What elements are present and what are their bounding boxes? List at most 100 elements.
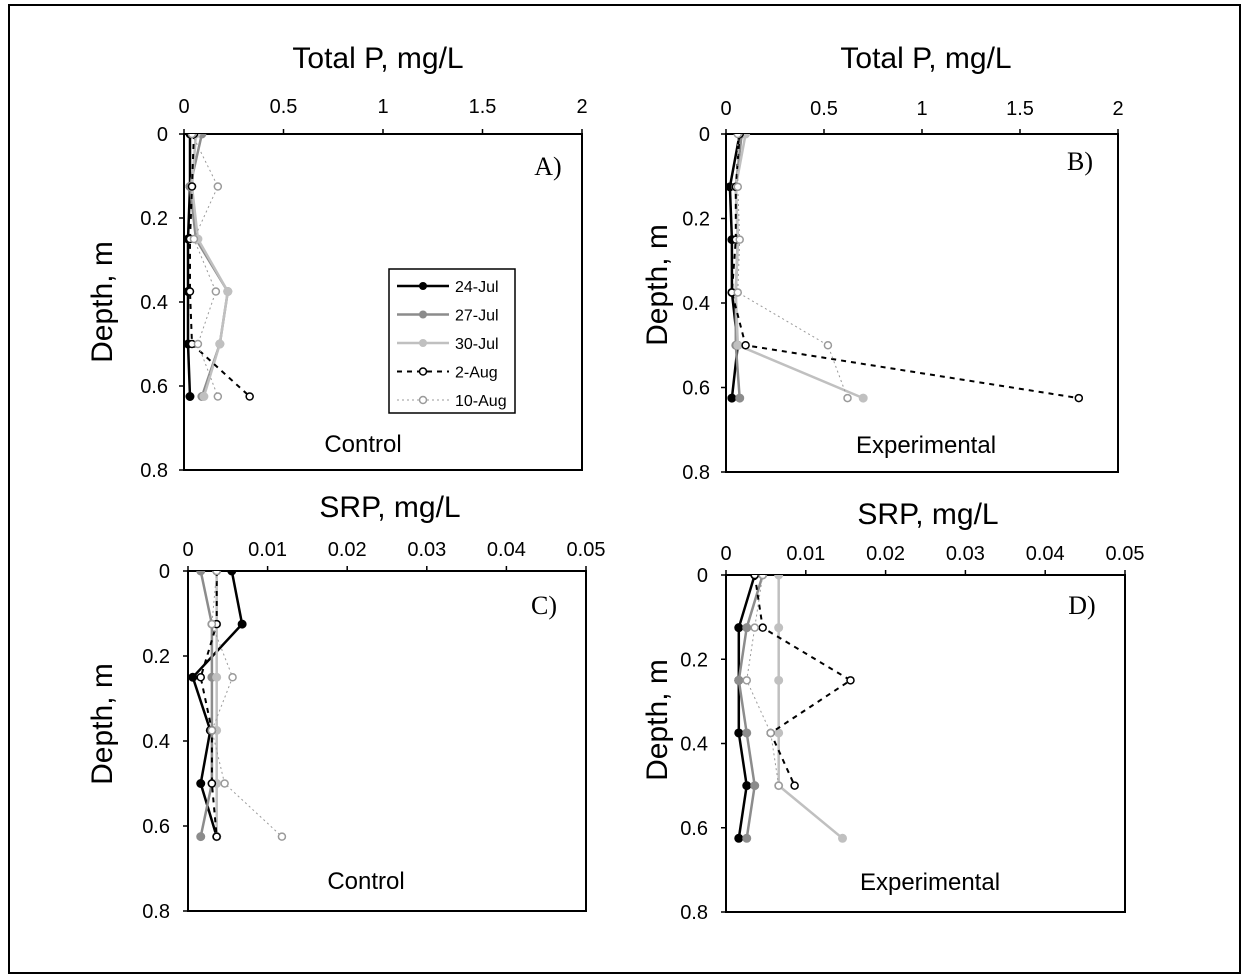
panel-d: SRP, mg/L 0 0.01 0.02 0.03 0.04 0.05 0 0.2 0.4 0.6…	[641, 498, 1144, 924]
data-point-27-jul	[750, 781, 760, 791]
data-point-10-aug	[193, 339, 203, 349]
series-line-10-aug	[211, 571, 283, 837]
data-point-2-aug	[790, 781, 799, 790]
series-line-10-aug	[746, 575, 780, 786]
y-axis-label: Depth, m	[86, 241, 119, 363]
data-point-24-jul	[185, 392, 195, 401]
data-point-27-jul	[196, 832, 206, 842]
data-point-2-aug	[187, 182, 197, 191]
y-tick-label: 0.8	[682, 462, 710, 484]
data-point-24-jul	[237, 619, 247, 629]
x-tick-label: 0.02	[866, 543, 905, 565]
series-group	[188, 571, 287, 842]
y-tick-label: 0	[699, 124, 710, 146]
x-tick-label: 0.05	[567, 539, 606, 561]
y-axis-label: Depth, m	[641, 659, 674, 781]
legend-marker	[419, 310, 427, 319]
x-tick-label: 0	[178, 96, 189, 118]
data-point-10-aug	[735, 235, 744, 244]
legend-marker	[419, 282, 427, 290]
data-point-24-jul	[727, 393, 737, 403]
data-point-10-aug	[228, 673, 237, 682]
series-line-24-jul	[737, 575, 756, 839]
data-point-10-aug	[733, 288, 743, 297]
y-tick-label: 0	[697, 565, 708, 587]
data-point-10-aug	[211, 287, 221, 296]
data-point-10-aug	[843, 393, 852, 403]
x-tick-label: 0.04	[487, 539, 526, 561]
x-tick-label: 0	[720, 543, 731, 565]
data-point-30-jul	[215, 339, 225, 349]
y-tick-label: 0.8	[140, 460, 168, 482]
series-group	[184, 134, 254, 401]
legend-label: 2-Aug	[455, 365, 498, 382]
data-point-2-aug	[846, 676, 855, 685]
data-point-2-aug	[196, 673, 205, 682]
data-point-30-jul	[212, 672, 222, 682]
plot-area	[725, 574, 1126, 913]
x-tick-label: 0.02	[328, 539, 367, 561]
data-point-10-aug	[220, 779, 229, 788]
data-point-30-jul	[733, 340, 743, 350]
x-tick-label: 0	[182, 539, 193, 561]
plot-area	[187, 570, 587, 912]
y-tick-label: 0.6	[680, 818, 708, 840]
axis-title: SRP, mg/L	[857, 498, 998, 531]
legend-marker	[418, 395, 428, 405]
data-point-10-aug	[750, 623, 759, 632]
data-point-30-jul	[774, 675, 784, 685]
y-tick-label: 0	[157, 124, 168, 146]
legend-label: 27-Jul	[455, 308, 499, 325]
data-point-10-aug	[189, 234, 199, 244]
series-line-2-aug	[189, 134, 251, 398]
data-point-10-aug	[277, 832, 287, 841]
y-tick-label: 0.4	[682, 293, 710, 315]
data-point-10-aug	[212, 571, 221, 576]
x-tick-label: 1	[916, 98, 927, 120]
data-point-2-aug	[212, 832, 221, 841]
y-tick-label: 0.2	[680, 649, 708, 671]
data-point-30-jul	[774, 575, 784, 580]
data-point-27-jul	[742, 728, 752, 738]
legend-marker	[418, 367, 428, 376]
data-point-24-jul	[734, 728, 744, 738]
panel-letter: B)	[1067, 147, 1093, 176]
series-group	[734, 575, 855, 843]
legend-marker	[419, 339, 427, 347]
data-point-10-aug	[213, 182, 223, 191]
legend-label: 10-Aug	[455, 393, 507, 410]
y-tick-label: 0.4	[142, 731, 170, 753]
data-point-10-aug	[758, 575, 767, 580]
x-tick-label: 1	[377, 96, 388, 118]
panel-annotation: Control	[327, 868, 404, 895]
data-point-10-aug	[207, 619, 217, 629]
data-point-24-jul	[742, 781, 752, 791]
series-line-2-aug	[199, 571, 218, 837]
data-point-10-aug	[766, 728, 775, 738]
data-point-10-aug	[733, 134, 743, 139]
data-point-24-jul	[196, 779, 206, 788]
axis-title: Total P, mg/L	[840, 42, 1011, 75]
legend-label: 30-Jul	[455, 336, 499, 353]
legend-box	[388, 268, 516, 414]
panel-a: Total P, mg/L 0 0.5 1 1.5 2 0 0.2 0.4 0.6 0.8 Depth…	[86, 42, 588, 482]
series-line-2-aug	[753, 575, 853, 787]
x-tick-label: 0.5	[810, 98, 838, 120]
data-point-2-aug	[741, 341, 750, 350]
data-point-2-aug	[1074, 393, 1084, 403]
data-point-27-jul	[734, 675, 744, 685]
y-tick-label: 0.8	[142, 901, 170, 923]
data-point-2-aug	[185, 287, 195, 296]
data-point-30-jul	[774, 623, 784, 633]
y-tick-label: 0	[159, 561, 170, 583]
series-line-27-jul	[737, 575, 764, 839]
data-point-2-aug	[758, 623, 767, 632]
data-point-27-jul	[735, 393, 745, 403]
x-tick-label: 2	[576, 96, 587, 118]
series-line-27-jul	[199, 571, 214, 837]
y-tick-label: 0.6	[140, 376, 168, 398]
data-point-30-jul	[774, 728, 784, 738]
series-line-10-aug	[737, 134, 848, 399]
x-tick-label: 0.01	[786, 543, 825, 565]
